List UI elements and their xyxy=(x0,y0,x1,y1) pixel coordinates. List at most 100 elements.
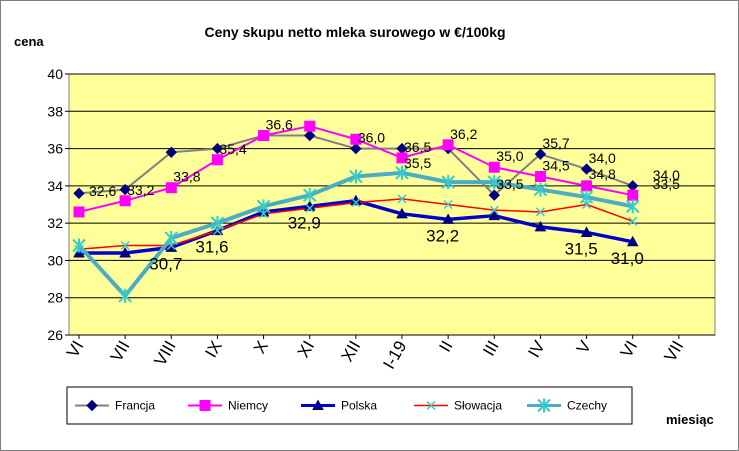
x-tick-label: X xyxy=(250,338,272,357)
czechy-point xyxy=(303,188,317,203)
data-label: 35,5 xyxy=(404,155,431,171)
x-tick-label: XII xyxy=(337,338,364,366)
czechy-point xyxy=(441,175,455,190)
y-tick-label: 38 xyxy=(47,103,63,119)
data-label: 33,8 xyxy=(173,169,200,185)
data-label: 34,0 xyxy=(653,167,680,183)
polska-point xyxy=(119,246,131,258)
czechy-point xyxy=(487,175,501,190)
niemcy-point xyxy=(396,152,408,164)
data-label: 36,2 xyxy=(450,126,477,142)
y-tick-label: 34 xyxy=(47,178,63,194)
słowacja-point xyxy=(628,216,638,226)
czechy-point xyxy=(118,288,132,303)
legend-item-czechy: Czechy xyxy=(567,399,607,413)
francja-point xyxy=(165,146,177,159)
data-label: 32,9 xyxy=(288,213,321,232)
czechy-point xyxy=(210,216,225,231)
słowacja-point xyxy=(212,226,222,236)
słowacja-point xyxy=(535,207,545,217)
data-label: 31,5 xyxy=(565,239,598,258)
x-tick-label: IV xyxy=(524,337,549,361)
francja-point xyxy=(73,187,85,200)
y-tick-label: 26 xyxy=(47,327,63,343)
polska-point xyxy=(442,213,454,224)
legend-czechy-point xyxy=(537,398,551,413)
data-label: 35,7 xyxy=(542,135,569,151)
x-tick-label: V xyxy=(573,337,595,357)
chart-title: Ceny skupu netto mleka surowego w €/100k… xyxy=(204,24,505,40)
francja-point xyxy=(580,163,593,175)
niemcy-point xyxy=(119,195,131,207)
data-label: 31,0 xyxy=(611,249,644,268)
słowacja-point xyxy=(582,199,592,210)
francja-point xyxy=(488,189,500,201)
data-label: 34,5 xyxy=(542,158,569,174)
słowacja-point xyxy=(166,240,176,251)
słowacja-point xyxy=(443,199,453,210)
data-label: 33,2 xyxy=(127,182,154,198)
niemcy-point xyxy=(350,133,362,145)
niemcy-point xyxy=(627,189,639,201)
x-tick-label: VII xyxy=(660,338,687,366)
czechy-point xyxy=(72,238,86,253)
czechy-point xyxy=(626,199,640,214)
data-label: 35,4 xyxy=(219,141,246,157)
data-label: 35,0 xyxy=(496,148,523,164)
legend-francja-point xyxy=(86,399,98,412)
x-tick-label: IX xyxy=(201,338,225,361)
x-tick-label: VI xyxy=(63,338,87,361)
niemcy-point xyxy=(73,206,85,218)
polska-point xyxy=(626,235,639,247)
y-tick-label: 36 xyxy=(47,141,63,157)
francja-point xyxy=(534,148,547,160)
data-label: 30,7 xyxy=(149,254,182,273)
data-label: 33,5 xyxy=(496,176,523,192)
x-tick-label: II xyxy=(435,338,456,356)
czechy-point xyxy=(256,199,271,214)
x-axis-title: miesiąc xyxy=(666,412,714,427)
słowacja-point xyxy=(397,194,407,204)
francja-point xyxy=(211,142,224,155)
niemcy-point xyxy=(304,120,316,132)
y-axis-title: cena xyxy=(14,34,44,49)
data-label: 33,5 xyxy=(653,176,680,192)
niemcy-point xyxy=(165,182,177,194)
data-label: 36,5 xyxy=(404,139,431,155)
x-tick-label: III xyxy=(479,338,503,360)
słowacja-point xyxy=(120,240,130,251)
x-tick-label: VII xyxy=(107,338,134,366)
słowacja-point xyxy=(259,209,269,219)
data-label: 32,2 xyxy=(426,226,459,245)
niemcy-point xyxy=(581,180,593,192)
data-label: 36,6 xyxy=(266,117,293,133)
słowacja-point xyxy=(305,203,315,213)
data-label: 32,6 xyxy=(89,183,116,199)
francja-point xyxy=(304,129,316,142)
legend-polska-point xyxy=(312,399,324,410)
czechy-point xyxy=(395,165,409,180)
czechy-point xyxy=(164,231,178,246)
słowacja-point xyxy=(489,205,499,215)
x-tick-label: VI xyxy=(617,338,641,361)
x-tick-label: XI xyxy=(294,338,318,361)
data-label: 36,0 xyxy=(358,130,385,146)
niemcy-point xyxy=(442,139,454,151)
legend-słowacja-point xyxy=(426,400,436,411)
x-tick-label: VIII xyxy=(151,338,180,370)
słowacja-point xyxy=(351,198,361,208)
x-tick-label: I-19 xyxy=(379,338,410,373)
legend-niemcy-point xyxy=(199,400,211,411)
polska-point xyxy=(580,226,593,237)
niemcy-point xyxy=(534,171,546,183)
niemcy-point xyxy=(258,130,270,142)
francja-point xyxy=(119,183,131,196)
data-label: 31,6 xyxy=(195,238,228,257)
polska-point xyxy=(488,209,501,221)
czechy-point xyxy=(579,190,594,205)
y-tick-label: 28 xyxy=(47,290,63,306)
legend-item-niemcy: Niemcy xyxy=(228,399,268,413)
y-tick-label: 40 xyxy=(47,66,63,82)
polska-point xyxy=(534,220,547,232)
